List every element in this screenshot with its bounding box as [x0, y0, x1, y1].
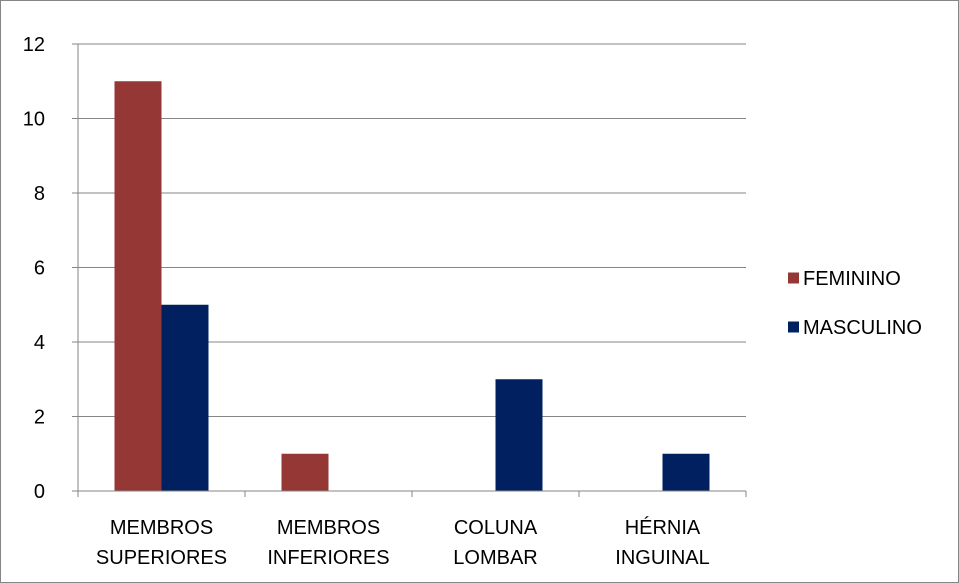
- y-tick-labels: 0 2 4 6 8 10 12: [23, 34, 45, 503]
- bar-masculino: [662, 453, 710, 491]
- x-category-label: COLUNA: [454, 517, 538, 539]
- bar-masculino: [495, 379, 543, 491]
- x-category-label: LOMBAR: [453, 547, 537, 569]
- x-category-label: MEMBROS: [110, 517, 213, 539]
- y-tick-label: 8: [34, 183, 45, 205]
- legend-label-masculino: MASCULINO: [803, 317, 922, 339]
- x-category-label: HÉRNIA: [625, 516, 701, 539]
- bar-feminino: [281, 453, 329, 491]
- bars: [114, 81, 710, 491]
- x-category-label: INFERIORES: [267, 547, 389, 569]
- legend-swatch-masculino: [788, 321, 799, 333]
- x-category-label: MEMBROS: [277, 517, 380, 539]
- x-category-label: SUPERIORES: [96, 547, 227, 569]
- y-tick-label: 12: [23, 34, 45, 56]
- legend-swatch-feminino: [788, 272, 799, 284]
- bar-masculino: [161, 304, 209, 491]
- legend: FEMININO MASCULINO: [788, 268, 922, 339]
- x-category-labels: MEMBROS SUPERIORES MEMBROS INFERIORES COLUNA…: [96, 516, 710, 569]
- legend-label-feminino: FEMININO: [803, 268, 901, 290]
- y-tick-label: 2: [34, 407, 45, 429]
- axes: [72, 43, 747, 497]
- y-tick-label: 0: [34, 481, 45, 503]
- y-tick-label: 4: [34, 332, 45, 354]
- bar-feminino: [114, 81, 162, 491]
- y-tick-label: 10: [23, 109, 45, 131]
- y-tick-label: 6: [34, 258, 45, 280]
- x-category-label: INGUINAL: [615, 547, 709, 569]
